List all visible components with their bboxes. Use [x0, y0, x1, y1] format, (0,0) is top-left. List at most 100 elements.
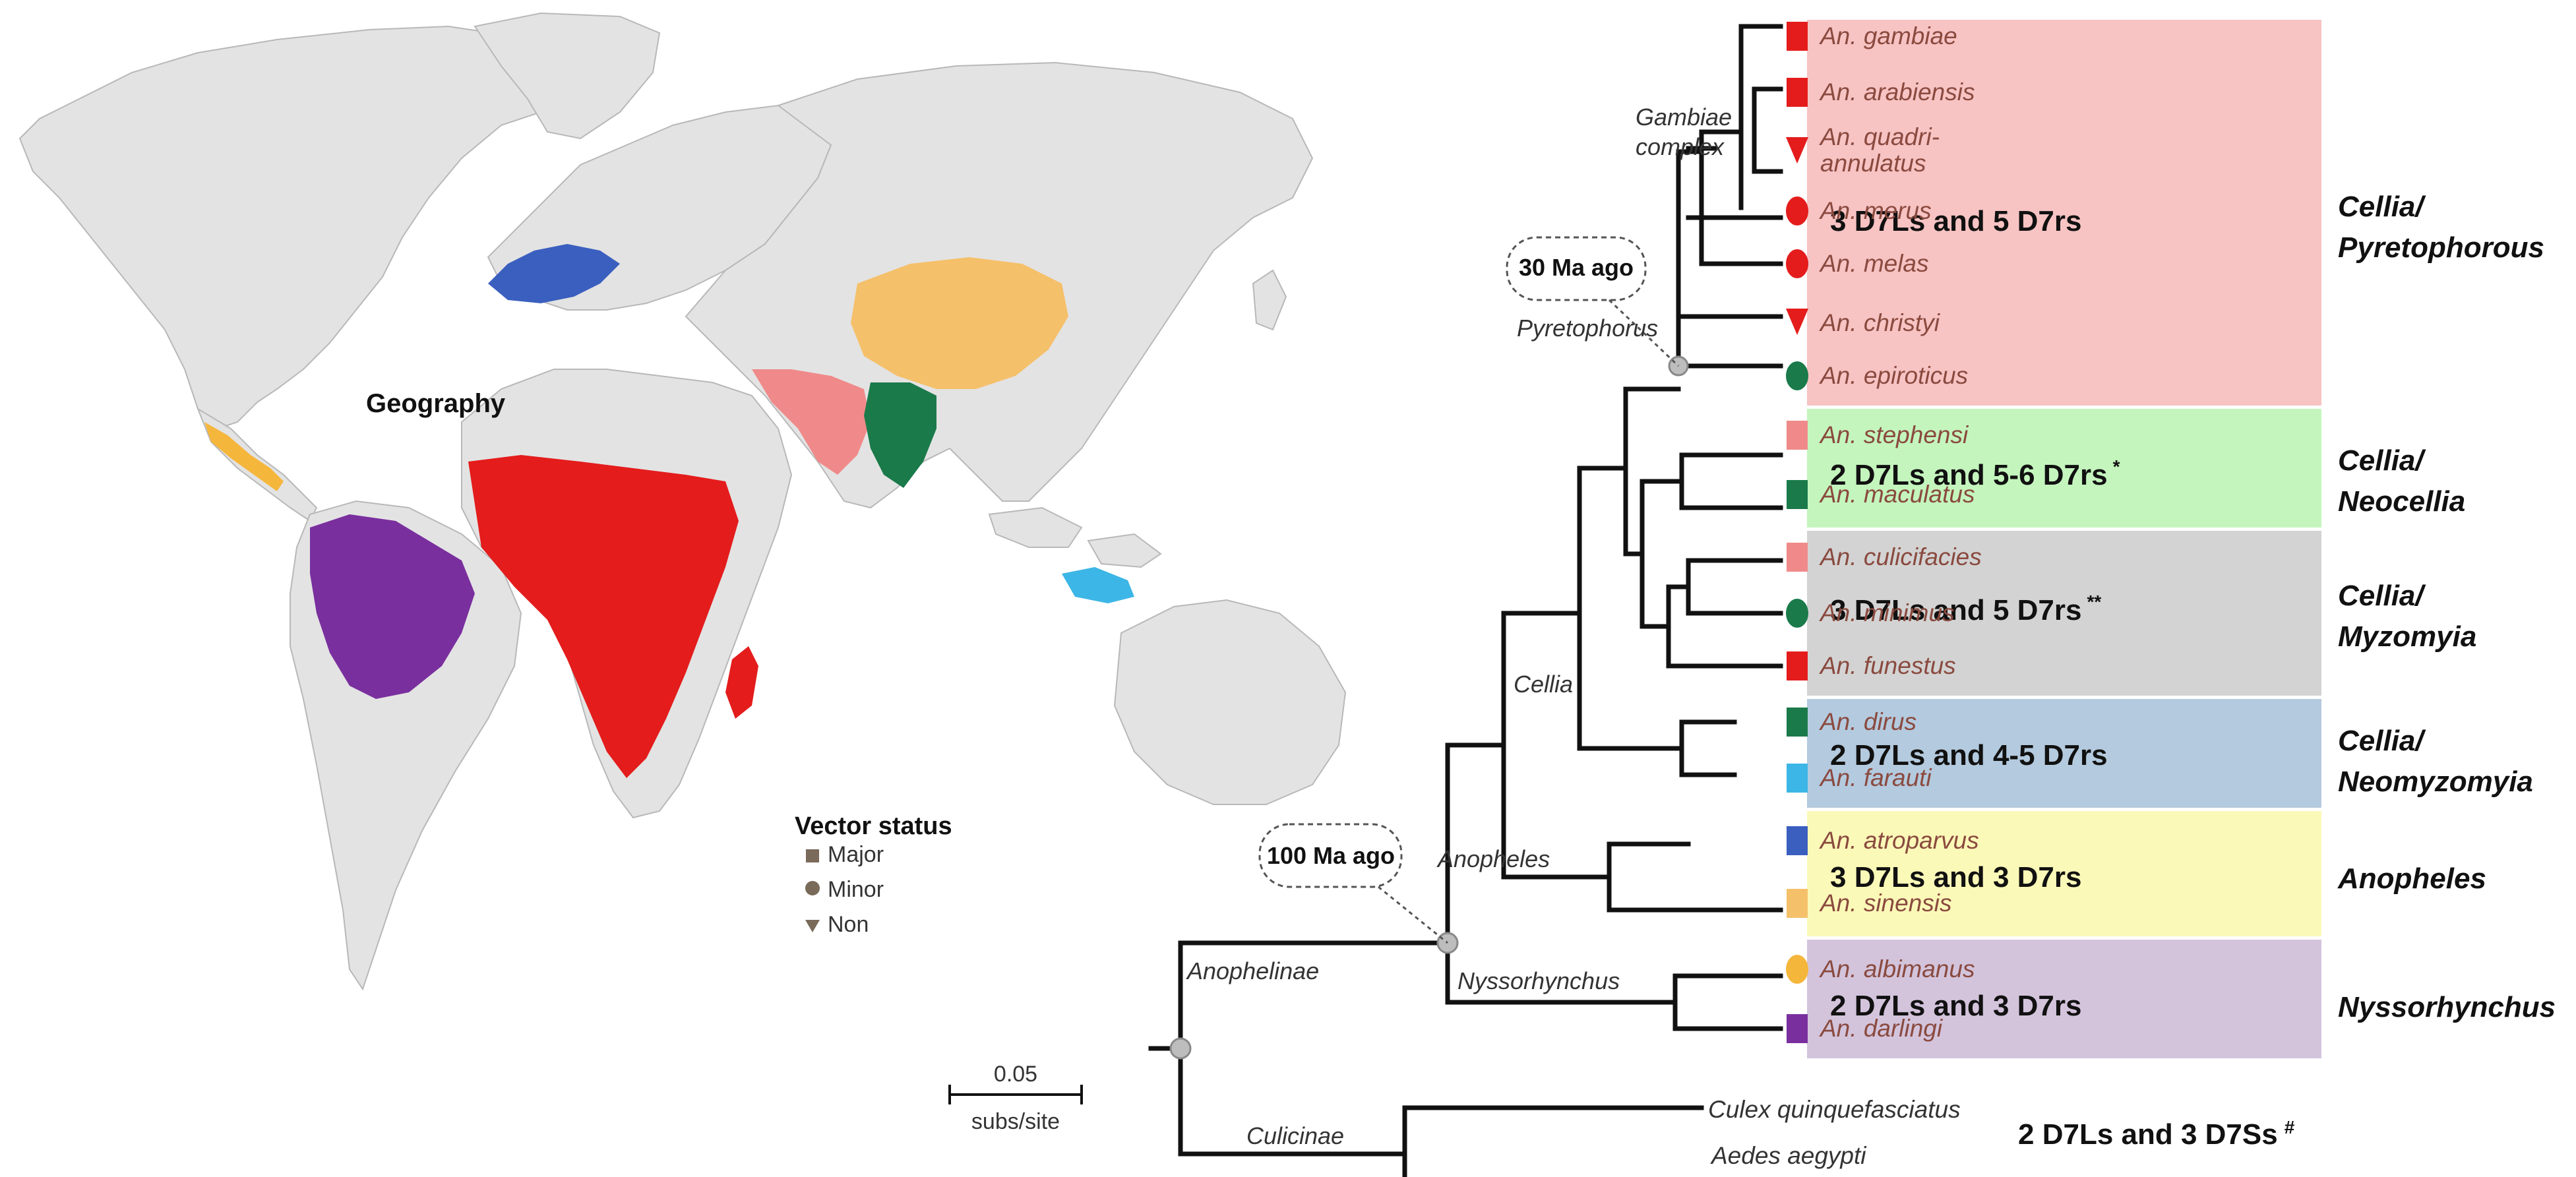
species-label-line2: annulatus [1820, 150, 1926, 177]
panel-gene-count-text: 2 D7Ls and 5-6 D7rs [1830, 459, 2108, 491]
panel-subgenus: Anopheles [2337, 862, 2486, 895]
species-marker-square [1787, 22, 1808, 51]
species-marker-circle [1786, 599, 1808, 628]
panel-gene-count: 2 D7Ls and 4-5 D7rs [1830, 739, 2108, 771]
species-marker-square [1787, 708, 1808, 737]
clade-label-culicinae: Culicinae [1246, 1122, 1344, 1149]
date-bubble-30 [1506, 236, 1647, 301]
panel-gene-count-text: 3 D7Ls and 5 D7rs [1830, 205, 2082, 237]
panel-subgenus: Cellia/ [2338, 580, 2426, 612]
species-label: An. albimanus [1819, 955, 1975, 982]
panel-gene-count-text: 3 D7Ls and 3 D7rs [1830, 861, 2082, 893]
panel-5 [1807, 940, 2321, 1058]
species-label: An. arabiensis [1819, 78, 1975, 106]
panel-series: Myzomyia [2338, 620, 2476, 653]
legend-label-non: Non [828, 912, 869, 937]
australia-landmass [1113, 599, 1347, 805]
panel-2 [1807, 531, 2321, 696]
indonesia-landmass-2 [1087, 533, 1162, 568]
panel-gene-count: 2 D7Ls and 3 D7rs [1830, 990, 2082, 1022]
panel-series: Pyretophorous [2338, 231, 2544, 264]
species-label: An. melas [1819, 250, 1929, 277]
outgroup-culex: Culex quinquefasciatus [1708, 1096, 1961, 1123]
date-label-30: 30 Ma ago [1519, 254, 1634, 281]
species-marker-square [1787, 764, 1808, 793]
species-marker-triangle [1786, 137, 1808, 164]
species-label: An. farauti [1819, 764, 1932, 791]
species-label: An. maculatus [1819, 481, 1975, 508]
scale-bar-value: 0.05 [994, 1062, 1037, 1087]
species-label: An. funestus [1819, 652, 1956, 679]
date-label-100: 100 Ma ago [1267, 842, 1395, 869]
species-label: An. dirus [1819, 708, 1917, 735]
species-marker-square [1787, 543, 1808, 572]
region-south-asia [752, 369, 871, 475]
species-label: An. christyi [1819, 309, 1941, 336]
north-america-landmass [18, 25, 568, 430]
panel-subgenus: Cellia/ [2338, 725, 2426, 757]
species-marker-square [1787, 78, 1808, 107]
date-bubbles: 30 Ma ago 100 Ma ago [1258, 236, 1680, 944]
clade-label-pyretophorus: Pyretophorus [1517, 315, 1658, 342]
clade-label-anopheles: Anopheles [1436, 845, 1550, 872]
region-europe [488, 244, 620, 303]
legend-circle-marker [805, 881, 820, 895]
clade-label-gambiae-1: Gambiae [1636, 104, 1732, 131]
region-southeast-asia [864, 382, 936, 488]
legend-square-marker [806, 849, 819, 862]
gene-count-panels: 3 D7Ls and 5 D7rs Cellia/Pyretophorous 2 D… [1807, 20, 2556, 1058]
clade-label-cellia: Cellia [1514, 671, 1573, 698]
species-marker-circle [1786, 249, 1808, 278]
panel-subgenus: Cellia/ [2338, 191, 2426, 223]
panel-subgenus: Cellia/ [2338, 444, 2426, 477]
region-central-america [204, 422, 284, 491]
panel-gene-count-text: 3 D7Ls and 5 D7rs [1830, 594, 2082, 626]
node-root [1169, 1037, 1192, 1060]
clade-label-nyssorhynchus: Nyssorhynchus [1457, 967, 1620, 994]
japan-landmass [1252, 269, 1287, 331]
species-label: An. quadri- [1819, 123, 1940, 150]
panel-subgenus: Nyssorhynchus [2338, 991, 2556, 1023]
species-label: An. epiroticus [1819, 362, 1968, 389]
region-madagascar [725, 646, 758, 719]
species-label: An. atroparvus [1819, 827, 1979, 854]
species-marker-square [1787, 421, 1808, 450]
outgroup-aedes: Aedes aegypti [1710, 1142, 1867, 1169]
vector-regions [204, 244, 1134, 778]
clade-labels: Gambiae complex Pyretophorus Cellia Anop… [1186, 104, 1732, 1149]
species-marker-square [1787, 826, 1808, 855]
species-marker-square [1787, 889, 1808, 918]
greenland-landmass [474, 12, 661, 140]
species-label: An. gambiae [1819, 22, 1957, 49]
date-bubble-100 [1258, 823, 1403, 888]
species-marker-square [1787, 480, 1808, 509]
date-pointer-30 [1608, 299, 1680, 367]
species-label: An. merus [1819, 197, 1932, 224]
legend-title: Vector status [795, 812, 952, 840]
legend-label-major: Major [828, 842, 884, 867]
species-label: An. sinensis [1819, 890, 1952, 917]
panel-gene-count: 3 D7Ls and 3 D7rs [1830, 861, 2082, 893]
panel-gene-count: 2 D7Ls and 5-6 D7rs * [1830, 456, 2120, 491]
map-title: Geography [366, 389, 506, 418]
panel-gene-count-text: 2 D7Ls and 4-5 D7rs [1830, 739, 2108, 771]
panel-series: Neocellia [2338, 485, 2465, 518]
clade-label-gambiae-2: complex [1636, 133, 1725, 160]
clade-label-anophelinae: Anophelinae [1186, 957, 1319, 984]
region-east-asia [851, 257, 1068, 389]
panel-0 [1807, 20, 2321, 406]
legend-triangle-marker [805, 920, 820, 932]
scale-bar: 0.05 subs/site [948, 1062, 1083, 1134]
panel-3 [1807, 699, 2321, 808]
species-marker-circle [1786, 955, 1808, 984]
panel-series: Neomyzomyia [2338, 766, 2533, 798]
phylogenetic-tree [1148, 24, 1783, 1177]
outgroup-note: 2 D7Ls and 3 D7Ss # [2018, 1117, 2295, 1151]
species-marker-square [1787, 651, 1808, 680]
panel-1 [1807, 409, 2321, 528]
species-marker-circle [1786, 196, 1808, 226]
region-new-guinea [1062, 567, 1134, 603]
region-amazon [310, 514, 475, 699]
species-label: An. stephensi [1819, 421, 1969, 448]
